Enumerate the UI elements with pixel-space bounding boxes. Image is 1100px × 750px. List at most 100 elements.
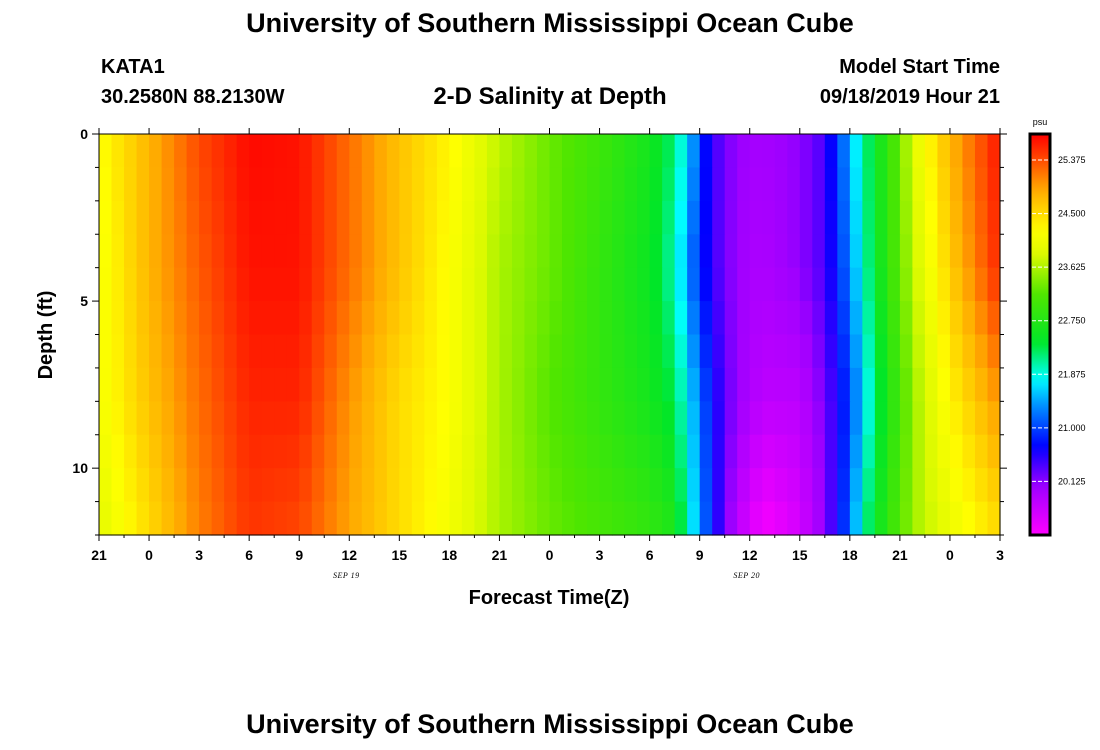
heatmap-cell — [511, 267, 526, 302]
heatmap-cell — [186, 200, 200, 235]
colorbar-tick-label: 21.000 — [1058, 423, 1086, 433]
heatmap-cell — [474, 401, 488, 436]
heatmap-cell — [949, 301, 964, 336]
heatmap-cell — [124, 367, 138, 402]
heatmap-cell — [311, 200, 325, 235]
heatmap-cell — [311, 167, 325, 202]
heatmap-cell — [962, 134, 976, 169]
heatmap-cell — [336, 334, 350, 369]
heatmap-cell — [862, 267, 876, 302]
heatmap-cell — [386, 334, 400, 369]
heatmap-cell — [837, 367, 851, 402]
heatmap-cell — [349, 401, 363, 436]
heatmap-cell — [624, 334, 638, 369]
heatmap-cell — [436, 267, 450, 302]
heatmap-cell — [374, 434, 388, 469]
heatmap-cell — [699, 267, 713, 302]
heatmap-cell — [511, 167, 526, 202]
heatmap-cell — [261, 334, 275, 369]
heatmap-cell — [374, 468, 388, 503]
heatmap-cell — [849, 434, 863, 469]
heatmap-cells — [99, 134, 1001, 536]
heatmap-cell — [161, 334, 175, 369]
heatmap-cell — [862, 167, 876, 202]
heatmap-cell — [224, 468, 238, 503]
heatmap-cell — [524, 267, 538, 302]
heatmap-cell — [411, 501, 425, 536]
heatmap-cell — [962, 468, 976, 503]
heatmap-cell — [649, 434, 663, 469]
heatmap-cell — [274, 200, 288, 235]
heatmap-cell — [562, 134, 576, 169]
x-tick-label: 9 — [295, 547, 303, 563]
heatmap-cell — [461, 200, 476, 235]
heatmap-cell — [574, 301, 588, 336]
heatmap-cell — [912, 267, 926, 302]
heatmap-cell — [386, 367, 400, 402]
heatmap-cell — [224, 301, 238, 336]
heatmap-cell — [824, 401, 838, 436]
heatmap-cell — [712, 200, 726, 235]
heatmap-cell — [161, 200, 175, 235]
heatmap-cell — [974, 468, 989, 503]
heatmap-cell — [424, 468, 438, 503]
heatmap-cell — [987, 367, 1001, 402]
heatmap-cell — [224, 501, 238, 536]
heatmap-cell — [461, 301, 476, 336]
heatmap-cell — [899, 267, 913, 302]
heatmap-cell — [712, 501, 726, 536]
heatmap-cell — [174, 301, 188, 336]
heatmap-cell — [161, 501, 175, 536]
heatmap-cell — [286, 134, 300, 169]
heatmap-cell — [124, 234, 138, 269]
heatmap-cell — [949, 334, 964, 369]
heatmap-cell — [749, 200, 763, 235]
heatmap-cell — [799, 468, 813, 503]
heatmap-cell — [511, 334, 526, 369]
heatmap-cell — [549, 134, 563, 169]
heatmap-cell — [599, 134, 613, 169]
heatmap-cell — [987, 468, 1001, 503]
heatmap-cell — [161, 134, 175, 169]
heatmap-cell — [737, 501, 751, 536]
heatmap-cell — [724, 200, 738, 235]
heatmap-cell — [849, 401, 863, 436]
heatmap-cell — [587, 200, 601, 235]
heatmap-cell — [99, 334, 113, 369]
heatmap-cell — [524, 367, 538, 402]
heatmap-cell — [499, 234, 513, 269]
heatmap-cell — [186, 434, 200, 469]
heatmap-cell — [774, 200, 788, 235]
heatmap-cell — [374, 334, 388, 369]
heatmap-cell — [374, 501, 388, 536]
heatmap-cell — [574, 401, 588, 436]
heatmap-cell — [149, 134, 163, 169]
heatmap-cell — [612, 267, 626, 302]
heatmap-cell — [712, 434, 726, 469]
heatmap-cell — [824, 501, 838, 536]
heatmap-cell — [211, 234, 225, 269]
heatmap-cell — [912, 501, 926, 536]
heatmap-cell — [774, 167, 788, 202]
heatmap-cell — [987, 134, 1001, 169]
heatmap-cell — [824, 267, 838, 302]
heatmap-cell — [699, 167, 713, 202]
heatmap-cell — [311, 468, 325, 503]
heatmap-cell — [699, 434, 713, 469]
heatmap-cell — [336, 234, 350, 269]
heatmap-cell — [912, 367, 926, 402]
heatmap-cell — [699, 234, 713, 269]
heatmap-cell — [349, 334, 363, 369]
heatmap-cell — [436, 468, 450, 503]
heatmap-cell — [374, 401, 388, 436]
heatmap-cell — [637, 134, 651, 169]
heatmap-cell — [286, 434, 300, 469]
heatmap-cell — [249, 434, 263, 469]
heatmap-cell — [161, 234, 175, 269]
heatmap-cell — [787, 334, 801, 369]
heatmap-cell — [536, 200, 551, 235]
heatmap-cell — [599, 401, 613, 436]
heatmap-cell — [511, 468, 526, 503]
heatmap-cell — [974, 434, 989, 469]
heatmap-cell — [924, 334, 939, 369]
